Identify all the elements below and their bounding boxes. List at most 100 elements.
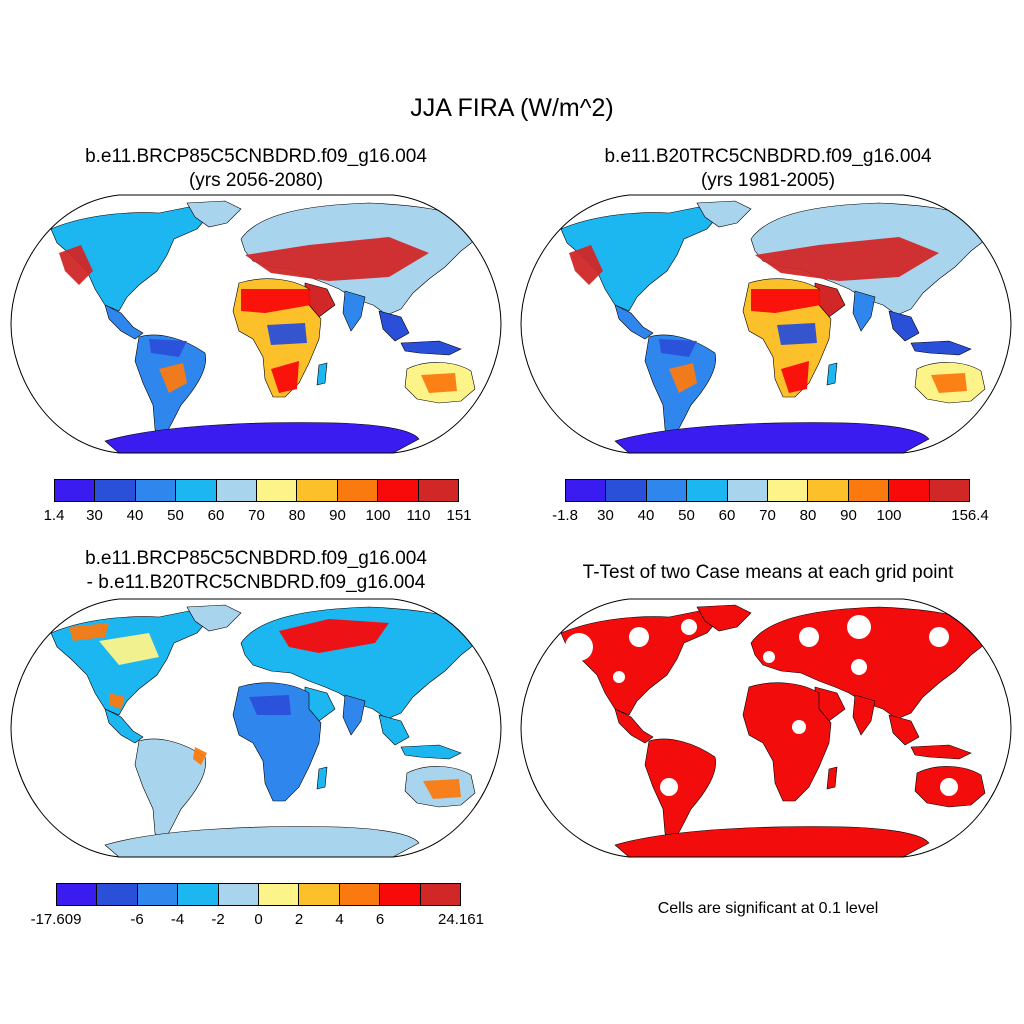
colorbar-tick-label: 110 bbox=[406, 507, 431, 524]
panel-3-title-line1: b.e11.BRCP85C5CNBDRD.f09_g16.004 bbox=[85, 548, 427, 569]
colorbar-swatch bbox=[218, 884, 260, 905]
colorbar-swatch bbox=[566, 480, 607, 501]
landmass-india bbox=[342, 694, 366, 736]
colorbar-tick-label: -17.609 bbox=[30, 911, 82, 928]
value-region bbox=[109, 693, 125, 709]
value-region bbox=[669, 363, 697, 393]
colorbar-swatch bbox=[418, 480, 459, 501]
colorbar-tick-label: -6 bbox=[130, 911, 144, 928]
landmass-camerica bbox=[614, 304, 654, 340]
map-frame bbox=[10, 194, 502, 454]
value-region bbox=[279, 619, 389, 653]
colorbar-case1 bbox=[54, 479, 459, 502]
colorbar-tick-label: 24.161 bbox=[438, 911, 484, 928]
colorbar-tick-label: 60 bbox=[207, 507, 225, 524]
colorbar-tick-label: 100 bbox=[365, 507, 391, 524]
insignificant-cell bbox=[763, 651, 775, 663]
colorbar-swatch bbox=[378, 480, 419, 501]
landmass-seasia bbox=[888, 310, 920, 342]
insignificant-cell bbox=[851, 659, 867, 675]
colorbar-tick-label: 80 bbox=[799, 507, 817, 524]
colorbar-swatch bbox=[57, 884, 98, 905]
landmass-indonesia bbox=[910, 340, 972, 356]
map-frame bbox=[520, 194, 1012, 454]
colorbar-tick-label: 50 bbox=[167, 507, 184, 524]
significance-region bbox=[910, 744, 972, 760]
significance-region bbox=[888, 714, 920, 746]
landmass-madagascar bbox=[316, 362, 328, 386]
value-region bbox=[931, 373, 967, 393]
map-case2 bbox=[520, 194, 1012, 454]
map-diff bbox=[10, 598, 502, 858]
colorbar-swatch bbox=[55, 480, 96, 501]
landmass-greenland bbox=[186, 604, 242, 632]
value-region bbox=[755, 237, 939, 281]
colorbar-swatch bbox=[297, 480, 338, 501]
colorbar-diff-labels: -17.609 -6 -4 -2 0 2 4 6 24.161 bbox=[31, 911, 484, 931]
colorbar-tick-label: 151 bbox=[446, 507, 472, 524]
value-region bbox=[271, 361, 299, 393]
panel-1-title: b.e11.BRCP85C5CNBDRD.f09_g16.004 (yrs 20… bbox=[0, 145, 512, 193]
significance-note: Cells are significant at 0.1 level bbox=[657, 900, 879, 917]
colorbar-tick-label: 40 bbox=[126, 507, 144, 524]
colorbar-tick-label: 90 bbox=[329, 507, 346, 524]
value-region bbox=[777, 323, 817, 345]
colorbar-tick-label: 70 bbox=[759, 507, 776, 524]
colorbar-tick-label: -2 bbox=[211, 911, 225, 928]
insignificant-cell bbox=[660, 778, 678, 796]
value-region bbox=[267, 323, 307, 345]
colorbar-tick-label: 100 bbox=[876, 507, 902, 524]
value-region bbox=[421, 373, 457, 393]
colorbar-case1-labels: 1.4 30 40 50 60 70 80 90 100 110 151 bbox=[44, 507, 472, 527]
insignificant-cell bbox=[613, 671, 625, 683]
significance-region bbox=[742, 682, 832, 802]
colorbar-swatch bbox=[259, 884, 300, 905]
value-region bbox=[69, 623, 109, 641]
colorbar-swatch bbox=[178, 884, 219, 905]
colorbar-tick-label: 40 bbox=[637, 507, 655, 524]
value-region bbox=[751, 289, 821, 313]
colorbar-case2-labels: -1.8 30 40 50 60 70 80 90 100 156.4 bbox=[552, 507, 989, 527]
insignificant-cell bbox=[565, 633, 593, 661]
map-frame bbox=[10, 598, 502, 858]
colorbar-swatch bbox=[727, 480, 769, 501]
colorbar-swatch bbox=[929, 480, 970, 501]
landmass-camerica bbox=[104, 708, 144, 744]
insignificant-cell bbox=[629, 627, 649, 647]
value-region bbox=[241, 289, 311, 313]
colorbar-diff bbox=[56, 883, 461, 906]
insignificant-cell bbox=[681, 619, 697, 635]
landmass-seasia bbox=[378, 310, 410, 342]
significance-region bbox=[614, 708, 654, 744]
value-region bbox=[249, 695, 291, 715]
panel-3-title: b.e11.BRCP85C5CNBDRD.f09_g16.004 - b.e11… bbox=[0, 547, 512, 595]
colorbar-swatch bbox=[808, 480, 849, 501]
insignificant-cell bbox=[847, 615, 871, 639]
panel-1-title-line1: b.e11.BRCP85C5CNBDRD.f09_g16.004 bbox=[85, 146, 427, 167]
colorbar-tick-label: 60 bbox=[718, 507, 736, 524]
colorbar-swatch bbox=[606, 480, 647, 501]
value-region bbox=[149, 339, 187, 357]
colorbar-swatch bbox=[339, 884, 381, 905]
colorbar-tick-label: 0 bbox=[254, 911, 263, 928]
significance-region bbox=[614, 826, 930, 857]
colorbar-tick-label: 80 bbox=[288, 507, 306, 524]
colorbar-swatch bbox=[135, 480, 177, 501]
landmass-camerica bbox=[104, 304, 144, 340]
colorbar-tick-label: 2 bbox=[294, 911, 304, 928]
landmass-antarctica bbox=[614, 422, 930, 453]
panel-3-title-line2: - b.e11.B20TRC5CNBDRD.f09_g16.004 bbox=[86, 572, 426, 593]
insignificant-cell bbox=[799, 627, 819, 647]
value-region bbox=[59, 245, 93, 285]
value-region bbox=[245, 237, 429, 281]
panel-2-title-line1: b.e11.B20TRC5CNBDRD.f09_g16.004 bbox=[604, 146, 932, 167]
colorbar-tick-label: 70 bbox=[248, 507, 265, 524]
panel-2-title: b.e11.B20TRC5CNBDRD.f09_g16.004 (yrs 198… bbox=[512, 145, 1024, 193]
colorbar-tick-label: 156.4 bbox=[951, 507, 989, 524]
landmass-greenland bbox=[696, 200, 752, 228]
panel-4-title: T-Test of two Case means at each grid po… bbox=[512, 561, 1024, 585]
colorbar-swatch bbox=[137, 884, 179, 905]
colorbar-tick-label: 6 bbox=[375, 911, 385, 928]
value-region bbox=[659, 339, 697, 357]
main-title: JJA FIRA (W/m^2) bbox=[410, 94, 614, 122]
